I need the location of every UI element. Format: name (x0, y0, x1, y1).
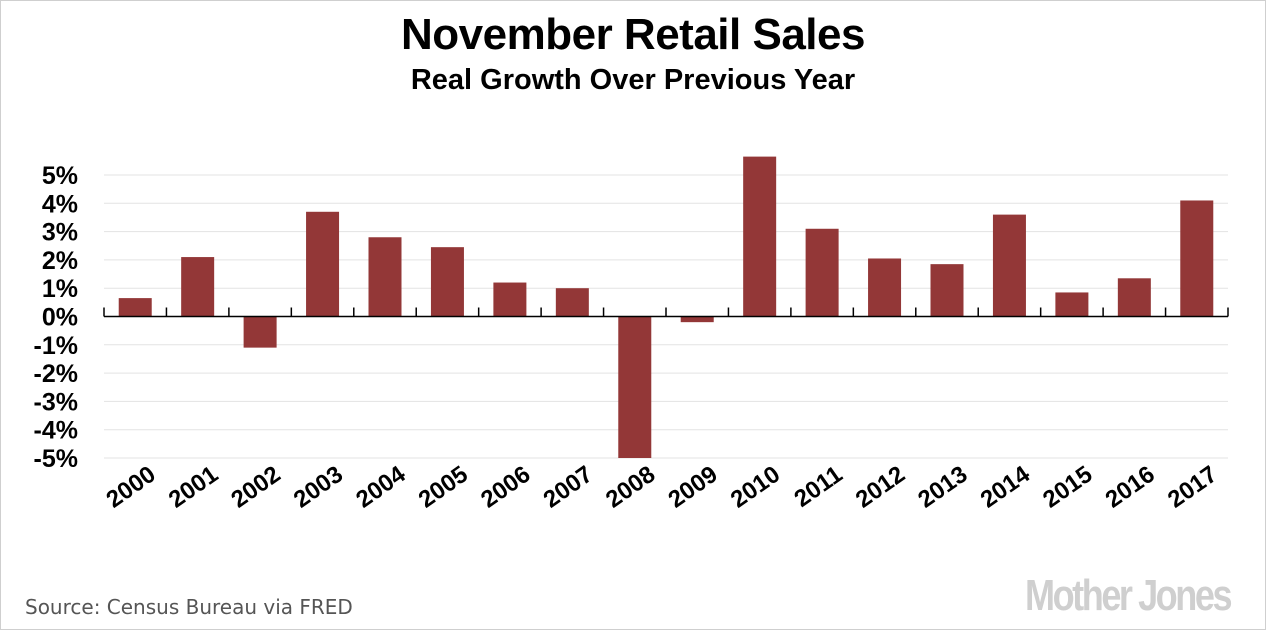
x-axis-labels: 2000 2001 2002 2003 2004 2005 2006 2007 2008 2009… (101, 460, 1222, 513)
y-axis-labels: 5%4%3%2%1%0%-1%-2%-3%-4%-5% (34, 162, 78, 473)
x-tick-label: 2011 (789, 461, 847, 513)
gridlines (104, 174, 1228, 459)
bar-2006 (493, 282, 527, 317)
bars (118, 156, 1214, 458)
bar-2003 (306, 211, 340, 317)
x-tick-label: 2005 (414, 461, 473, 514)
source-note: Source: Census Bureau via FRED (25, 595, 353, 619)
bar-2008 (618, 316, 652, 458)
bar-2013 (930, 264, 964, 317)
bar-2009 (680, 316, 714, 323)
x-tick-label: 2006 (476, 461, 535, 514)
x-tick-label: 2002 (226, 461, 285, 514)
x-tick-label: 2017 (1163, 461, 1222, 514)
x-tick-label: 2000 (101, 461, 160, 514)
x-tick-label: 2003 (289, 461, 348, 514)
y-tick-label: 5% (42, 162, 78, 190)
y-tick-label: -1% (34, 332, 78, 360)
y-tick-label: -4% (34, 417, 78, 445)
chart-title: November Retail Sales (401, 10, 865, 59)
x-tick-label: 2009 (663, 461, 722, 514)
x-tick-label: 2014 (976, 460, 1036, 513)
bar-2014 (992, 214, 1026, 317)
chart-subtitle: Real Growth Over Previous Year (410, 64, 856, 96)
bar-2015 (1055, 292, 1089, 317)
x-tick-label: 2004 (351, 460, 411, 513)
x-tick-label: 2015 (1038, 461, 1097, 514)
x-tick-label: 2007 (539, 461, 598, 514)
y-tick-label: 1% (42, 275, 78, 303)
x-tick-label: 2012 (851, 461, 910, 514)
y-tick-label: 4% (42, 190, 78, 218)
y-tick-label: 2% (42, 247, 78, 275)
bar-2001 (181, 257, 215, 317)
mother-jones-logo: Mother Jones (1024, 571, 1232, 620)
y-tick-label: -3% (34, 388, 78, 416)
x-tick-label: 2010 (726, 461, 785, 514)
bar-2017 (1180, 200, 1214, 317)
bar-2007 (555, 288, 589, 317)
y-tick-label: 3% (42, 219, 78, 247)
x-tick-label: 2016 (1101, 461, 1160, 514)
bar-2002 (243, 316, 277, 348)
bar-2005 (430, 247, 464, 317)
x-tick-label: 2008 (601, 461, 660, 514)
y-tick-label: -2% (34, 360, 78, 388)
y-tick-label: -5% (34, 445, 78, 473)
bar-2004 (368, 237, 402, 317)
bar-2011 (805, 228, 839, 317)
y-tick-label: 0% (42, 304, 78, 332)
x-tick-label: 2001 (164, 461, 223, 514)
x-axis (103, 307, 1229, 318)
bar-2016 (1117, 278, 1151, 317)
x-tick-label: 2013 (913, 461, 972, 514)
bar-2010 (743, 156, 777, 317)
bar-2012 (868, 258, 902, 317)
bar-2000 (118, 298, 152, 317)
